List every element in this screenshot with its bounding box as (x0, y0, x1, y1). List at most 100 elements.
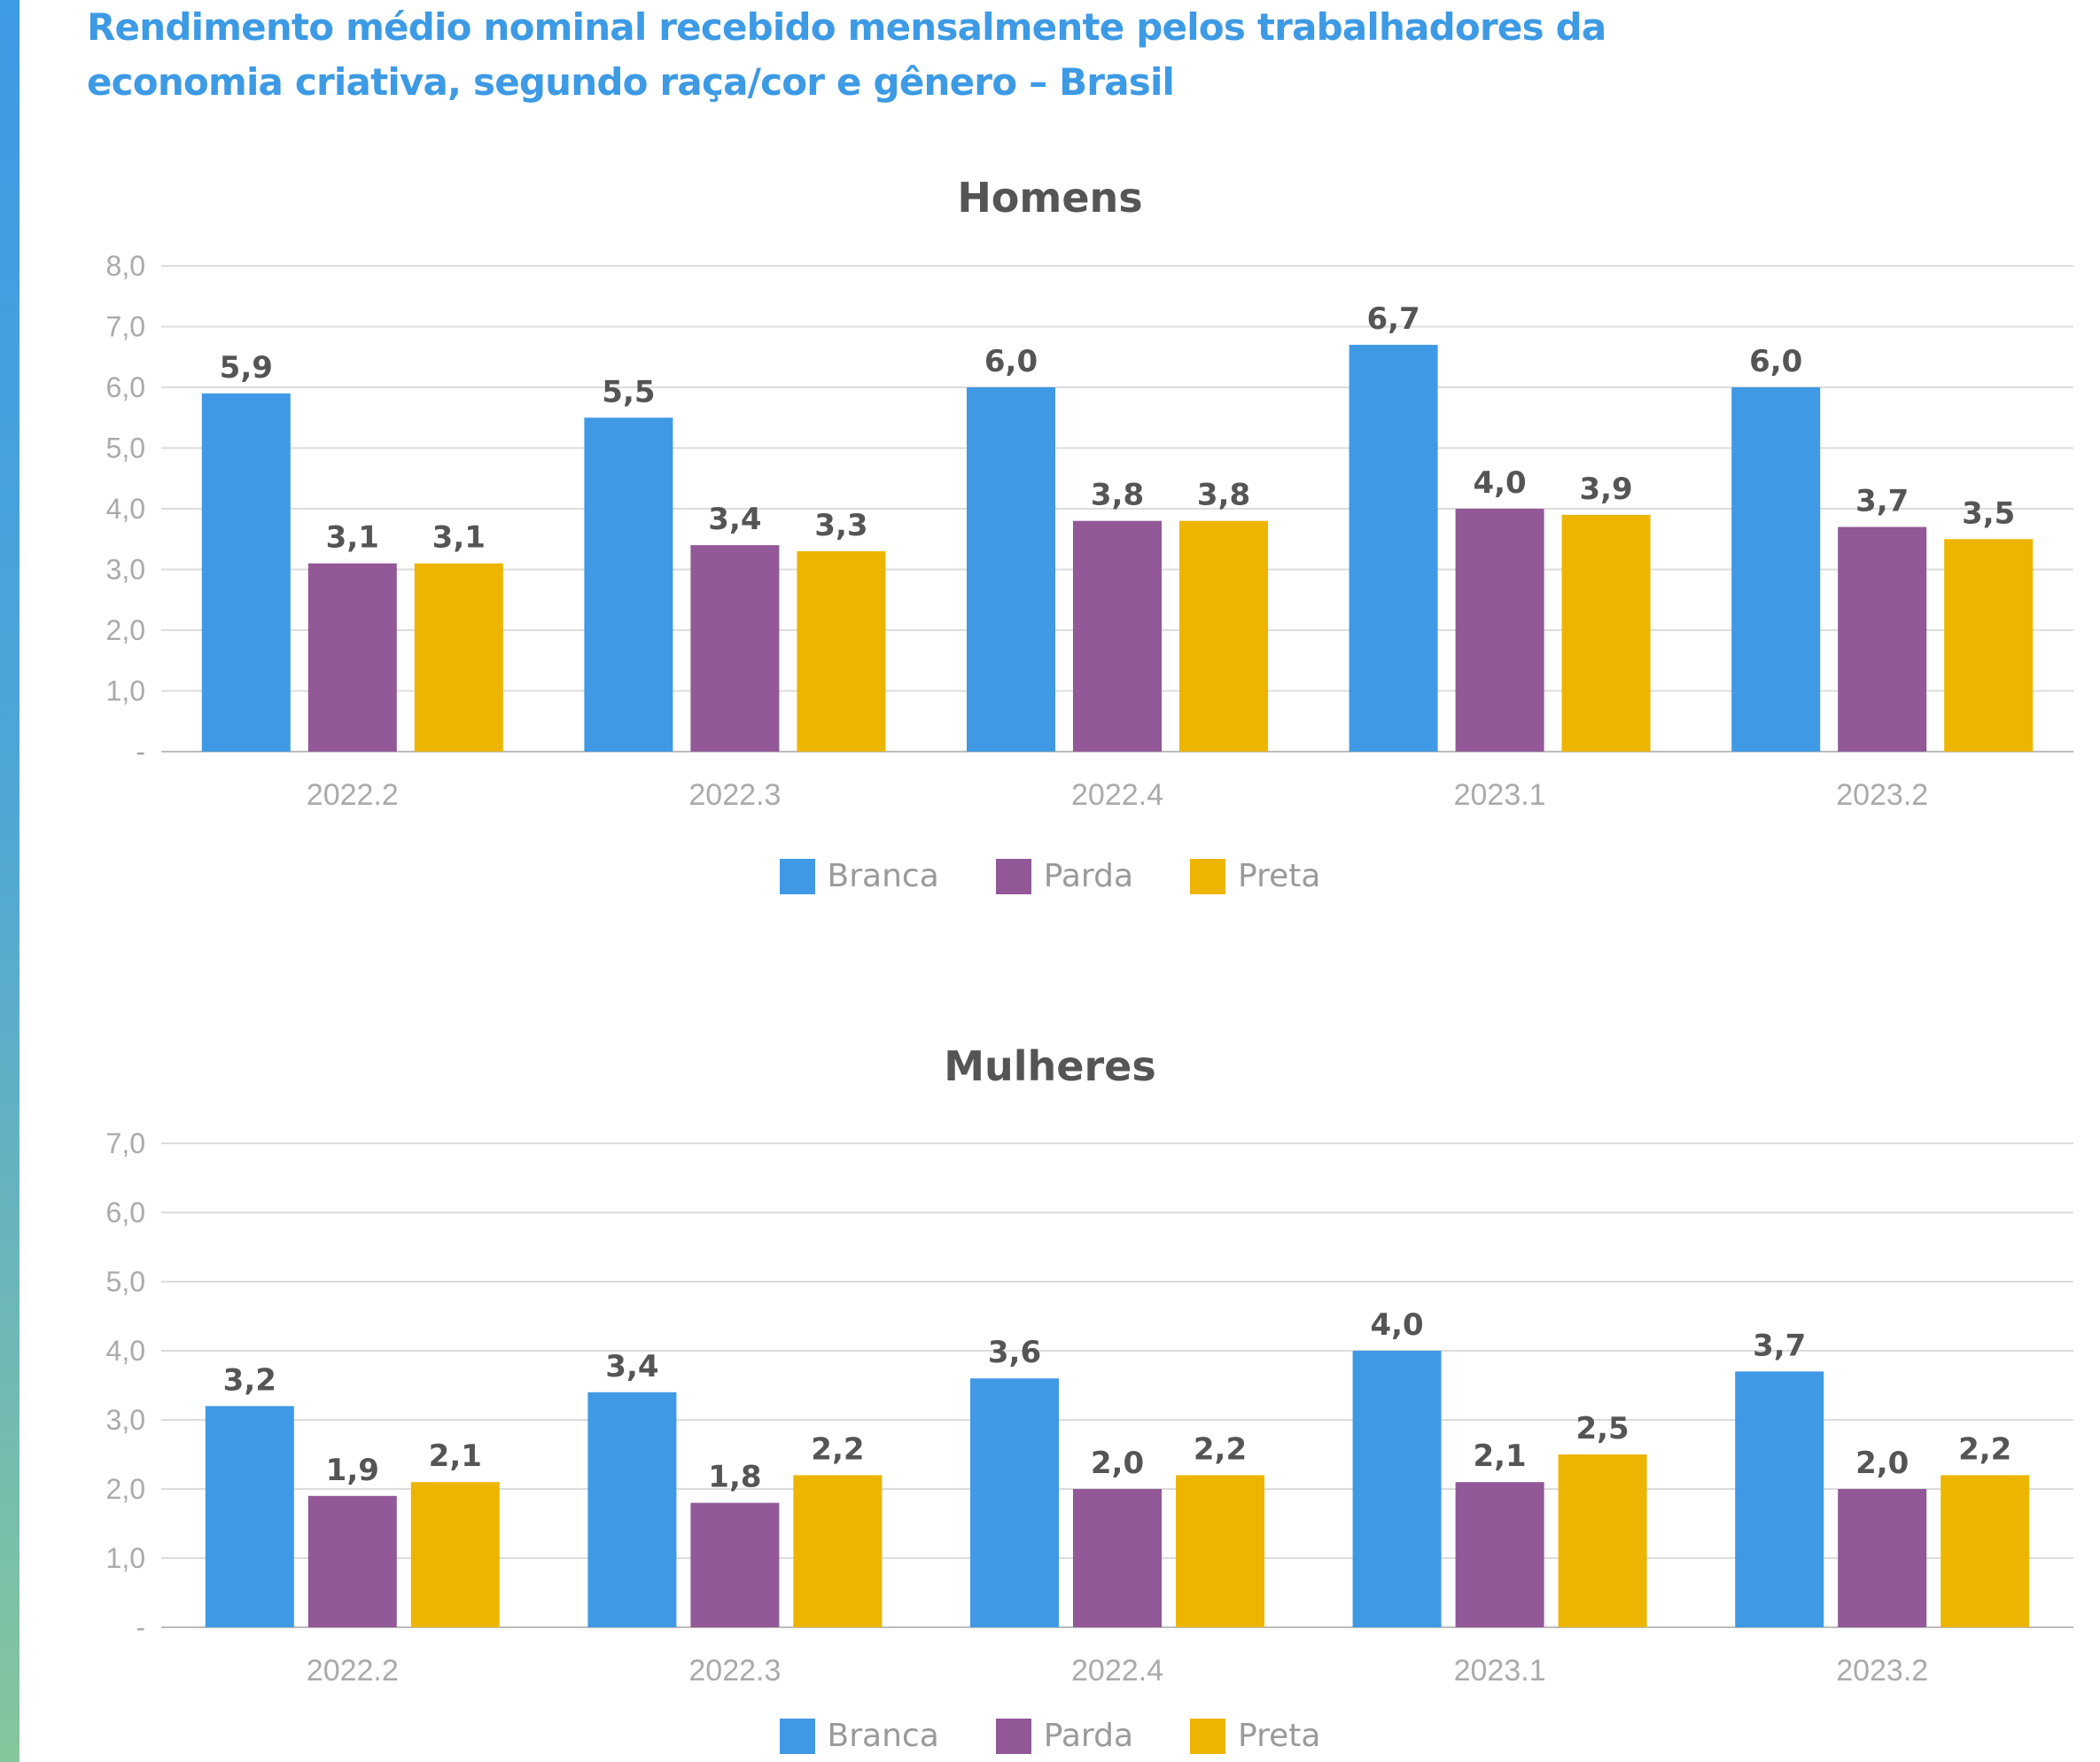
x-tick-label: 2023.2 (1836, 1654, 1928, 1688)
data-label: 3,8 (1197, 478, 1250, 513)
bar-parda (690, 545, 780, 752)
bar-preta (797, 550, 886, 752)
data-label: 2,0 (1091, 1446, 1144, 1481)
data-label: 2,5 (1575, 1411, 1629, 1446)
bar-branca (584, 417, 673, 752)
bar-preta (1941, 1475, 2030, 1627)
data-label: 3,5 (1962, 495, 2015, 531)
legend-swatch-parda (995, 858, 1031, 894)
data-label: 4,0 (1370, 1307, 1423, 1343)
legend-label: Preta (1238, 1718, 1321, 1754)
data-label: 3,2 (223, 1362, 276, 1398)
data-label: 6,0 (984, 344, 1038, 379)
bar-preta (793, 1475, 883, 1627)
y-tick-label: 5,0 (106, 1266, 145, 1298)
legend-swatch-branca (779, 1718, 815, 1754)
data-label: 3,4 (708, 502, 761, 537)
bar-parda (307, 563, 397, 752)
bar-branca (1731, 387, 1821, 752)
legend-label: Parda (1043, 858, 1134, 894)
data-label: 6,0 (1749, 344, 1802, 379)
legend-label: Preta (1238, 858, 1321, 894)
legend-swatch-branca (779, 858, 815, 894)
bar-parda (1455, 509, 1544, 752)
y-tick-label: 3,0 (106, 1404, 145, 1436)
x-tick-label: 2022.2 (307, 778, 399, 812)
bar-branca (201, 393, 291, 752)
bar-parda (1838, 526, 1927, 752)
data-label: 2,2 (1958, 1431, 2011, 1467)
legend-label: Branca (827, 858, 939, 894)
bar-parda (690, 1502, 780, 1627)
accent-bar (0, 0, 19, 1762)
x-tick-label: 2022.3 (688, 1654, 781, 1688)
bar-preta (1558, 1454, 1647, 1627)
data-label: 3,9 (1579, 472, 1632, 507)
y-tick-label: 4,0 (106, 493, 145, 525)
chart-mulheres: Mulheres - 1,0 2,0 3,0 4,0 5,0 6,0 7,0 3,2 1,9 2,1… (0, 1028, 2100, 1762)
data-label: 3,4 (605, 1349, 658, 1384)
data-label: 3,1 (432, 520, 486, 556)
bar-preta (1944, 539, 2034, 752)
x-tick-label: 2023.1 (1454, 1654, 1546, 1688)
legend-item-preta: Preta (1190, 858, 1320, 894)
x-tick-label: 2022.2 (307, 1654, 399, 1688)
x-tick-label: 2023.1 (1454, 778, 1546, 812)
legend-item-parda: Parda (995, 1718, 1134, 1754)
y-tick-label: 5,0 (106, 433, 145, 464)
legend-swatch-parda (995, 1718, 1031, 1754)
y-tick-label: 7,0 (106, 311, 145, 343)
bar-parda (1073, 1489, 1162, 1627)
data-label: 1,9 (326, 1453, 379, 1488)
bar-branca (970, 1378, 1059, 1627)
legend-item-branca: Branca (779, 1718, 939, 1754)
data-label: 1,8 (708, 1460, 761, 1495)
bar-branca (205, 1406, 294, 1627)
legend-label: Branca (827, 1718, 939, 1754)
y-tick-label: 7,0 (106, 1127, 145, 1159)
bar-branca (967, 387, 1055, 752)
bar-branca (1735, 1371, 1824, 1627)
x-tick-label: 2022.3 (688, 778, 781, 812)
chart-plot: - 1,0 2,0 3,0 4,0 5,0 6,0 7,0 8,0 5,9 3,1 3,1 2022.2… (106, 250, 2073, 812)
bar-preta (1561, 514, 1651, 752)
data-label: 2,1 (429, 1438, 482, 1474)
data-label: 5,9 (220, 350, 273, 386)
bar-preta (1176, 1475, 1264, 1627)
y-tick-label: 1,0 (106, 1542, 145, 1574)
y-tick-label: 6,0 (106, 1197, 145, 1228)
legend-item-branca: Branca (779, 858, 939, 894)
x-tick-label: 2022.4 (1071, 778, 1163, 812)
chart-title: Homens (957, 174, 1143, 222)
chart-title: Mulheres (944, 1042, 1156, 1090)
legend: Branca Parda Preta (0, 858, 2100, 894)
data-label: 3,7 (1753, 1328, 1806, 1363)
data-label: 3,6 (988, 1335, 1041, 1370)
chart-homens: Homens - 1,0 2,0 3,0 4,0 5,0 6,0 7,0 8,0 5,9 3,1 3,… (0, 160, 2100, 922)
bar-parda (307, 1495, 397, 1627)
data-label: 2,1 (1473, 1438, 1526, 1474)
x-tick-label: 2022.4 (1071, 1654, 1163, 1688)
y-tick-label: 3,0 (106, 554, 145, 586)
x-tick-label: 2023.2 (1836, 778, 1928, 812)
y-tick-label: 2,0 (106, 614, 145, 646)
data-label: 2,2 (1194, 1431, 1247, 1467)
bar-preta (414, 563, 503, 752)
data-label: 3,7 (1855, 484, 1909, 519)
legend-swatch-preta (1190, 1718, 1226, 1754)
legend-item-preta: Preta (1190, 1718, 1320, 1754)
bar-branca (1352, 1351, 1442, 1627)
data-label: 2,0 (1855, 1446, 1909, 1481)
legend-label: Parda (1043, 1718, 1134, 1754)
main-title: Rendimento médio nominal recebido mensal… (87, 5, 1606, 104)
bar-parda (1455, 1482, 1544, 1627)
y-tick-label: 1,0 (106, 675, 145, 707)
data-label: 6,7 (1366, 301, 1419, 337)
y-tick-label: - (136, 736, 145, 768)
legend-swatch-preta (1190, 858, 1226, 894)
legend-item-parda: Parda (995, 858, 1134, 894)
y-tick-label: 4,0 (106, 1335, 145, 1367)
data-label: 3,1 (326, 520, 379, 556)
y-tick-label: 6,0 (106, 371, 145, 403)
y-tick-label: 8,0 (106, 250, 145, 282)
